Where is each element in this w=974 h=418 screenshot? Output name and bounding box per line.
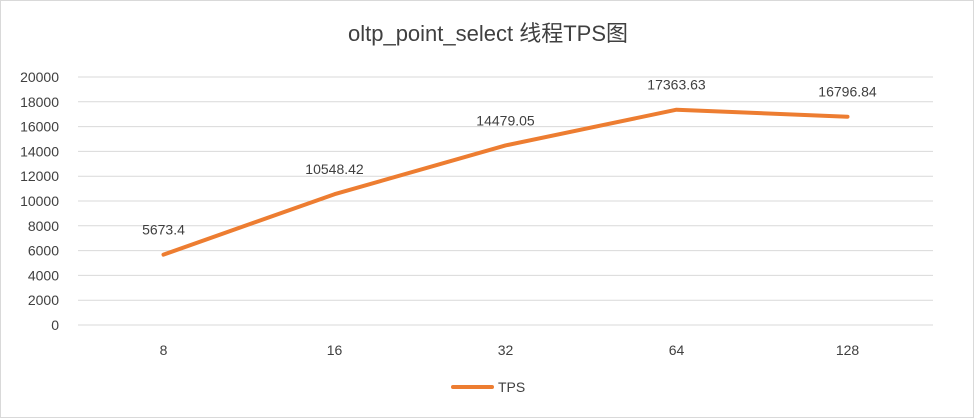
- y-tick-label: 12000: [20, 168, 59, 184]
- data-label: 5673.4: [142, 222, 185, 238]
- chart-title: oltp_point_select 线程TPS图: [348, 21, 628, 46]
- data-label: 14479.05: [476, 112, 535, 128]
- y-tick-label: 20000: [20, 69, 59, 85]
- y-tick-label: 8000: [28, 218, 59, 234]
- x-axis-ticks: 8 16 32 64 128: [160, 342, 860, 358]
- x-tick-label: 16: [327, 342, 343, 358]
- y-tick-label: 0: [51, 317, 59, 333]
- x-tick-label: 32: [498, 342, 514, 358]
- y-tick-label: 4000: [28, 267, 59, 283]
- data-label: 17363.63: [647, 77, 706, 93]
- legend-label: TPS: [498, 379, 525, 395]
- data-label: 16796.84: [818, 84, 877, 100]
- data-label: 10548.42: [305, 161, 364, 177]
- y-tick-label: 6000: [28, 243, 59, 259]
- x-tick-label: 64: [669, 342, 685, 358]
- y-tick-label: 18000: [20, 94, 59, 110]
- y-tick-label: 16000: [20, 119, 59, 135]
- gridlines: [78, 76, 933, 326]
- x-tick-label: 128: [836, 342, 860, 358]
- legend: TPS: [451, 379, 525, 395]
- y-tick-label: 10000: [20, 193, 59, 209]
- x-tick-label: 8: [160, 342, 168, 358]
- tps-series-line: [161, 107, 850, 257]
- y-axis-ticks: 0 2000 4000 6000 8000 10000 12000 14000 16000 180…: [20, 69, 59, 333]
- y-tick-label: 2000: [28, 292, 59, 308]
- y-tick-label: 14000: [20, 143, 59, 159]
- data-labels: 5673.4 10548.42 14479.05 17363.63 16796.84: [142, 77, 877, 238]
- series-layer: [161, 107, 850, 257]
